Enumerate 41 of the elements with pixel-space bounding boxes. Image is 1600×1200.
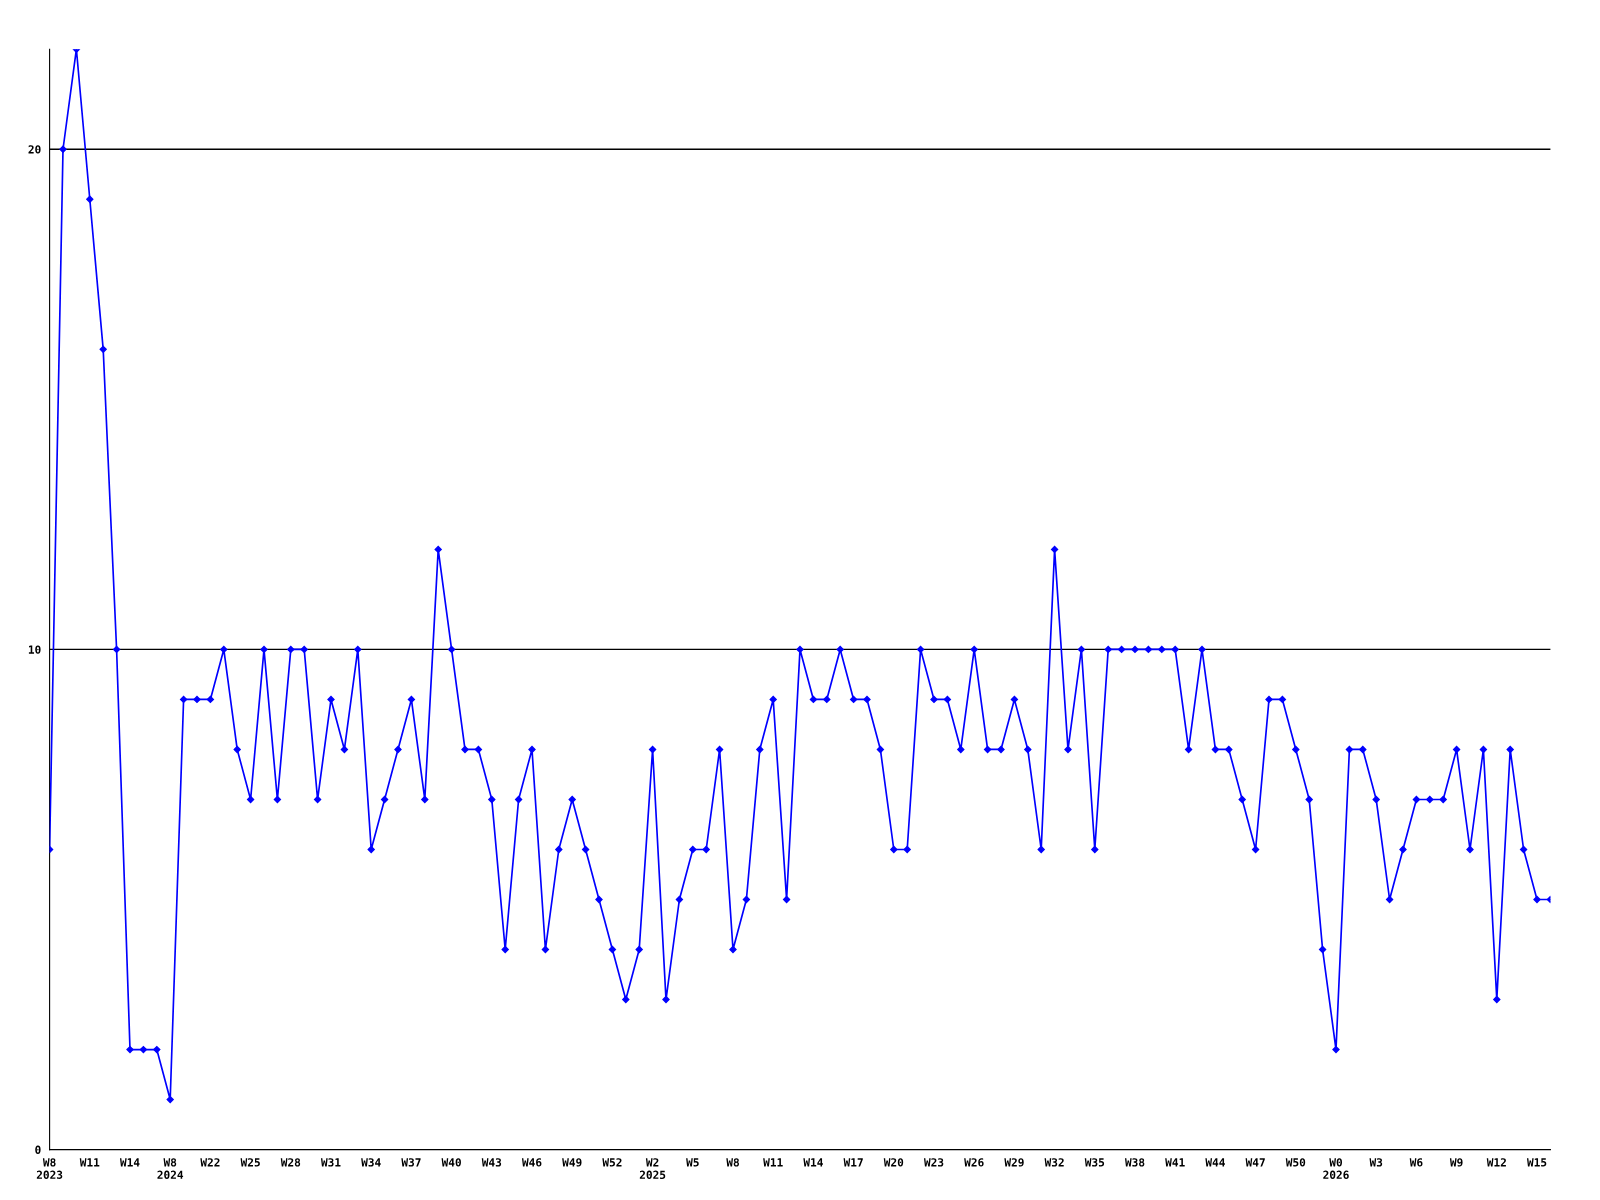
x-tick-label: W29 [1004, 1158, 1024, 1167]
x-tick-label: W47 [1245, 1158, 1265, 1167]
x-tick-label: W38 [1124, 1158, 1145, 1167]
x-tick-label: W14 [803, 1158, 823, 1167]
x-tick-label: W46 [521, 1158, 542, 1167]
x-tick-label: W43 [481, 1158, 502, 1167]
x-tick-label: W8 2024 [157, 1158, 184, 1179]
x-tick-label: W17 [843, 1158, 863, 1167]
x-tick-label: W40 [441, 1158, 461, 1167]
y-tick-label: 0 [35, 1145, 41, 1154]
x-tick-label: W6 [1409, 1158, 1423, 1167]
x-tick-label: W11 [763, 1158, 783, 1167]
x-tick-label: W8 [726, 1158, 739, 1167]
x-tick-label: W26 [964, 1158, 984, 1167]
x-tick-label: W22 [200, 1158, 220, 1167]
x-tick-label: W3 [1369, 1158, 1383, 1167]
x-tick-label: W0 2026 [1323, 1158, 1349, 1179]
x-tick-label: W32 [1044, 1158, 1064, 1167]
x-tick-label: W35 [1084, 1158, 1105, 1167]
x-tick-label: W8 2023 [36, 1158, 63, 1179]
x-tick-label: W50 [1285, 1158, 1306, 1167]
x-tick-label: W23 [923, 1158, 944, 1167]
y-tick-label: 10 [28, 645, 41, 654]
x-tick-label: W41 [1165, 1158, 1185, 1167]
x-tick-label: W49 [562, 1158, 582, 1167]
x-tick-label: W31 [320, 1158, 341, 1167]
x-tick-label: W28 [280, 1158, 301, 1167]
x-tick-label: W11 [79, 1158, 100, 1167]
x-tick-label: W15 [1526, 1158, 1547, 1167]
x-tick-label: W34 [361, 1158, 381, 1167]
x-tick-label: W12 [1486, 1158, 1506, 1167]
x-tick-label: W2 2025 [639, 1158, 666, 1179]
x-tick-label: W9 [1449, 1158, 1463, 1167]
x-tick-label: W37 [401, 1158, 421, 1167]
y-tick-label: 20 [28, 145, 41, 154]
x-tick-label: W5 [686, 1158, 699, 1167]
x-tick-label: W14 [119, 1158, 140, 1167]
x-tick-label: W52 [602, 1158, 622, 1167]
x-tick-label: W20 [883, 1158, 904, 1167]
x-tick-label: W44 [1205, 1158, 1225, 1167]
x-tick-label: W25 [240, 1158, 260, 1167]
